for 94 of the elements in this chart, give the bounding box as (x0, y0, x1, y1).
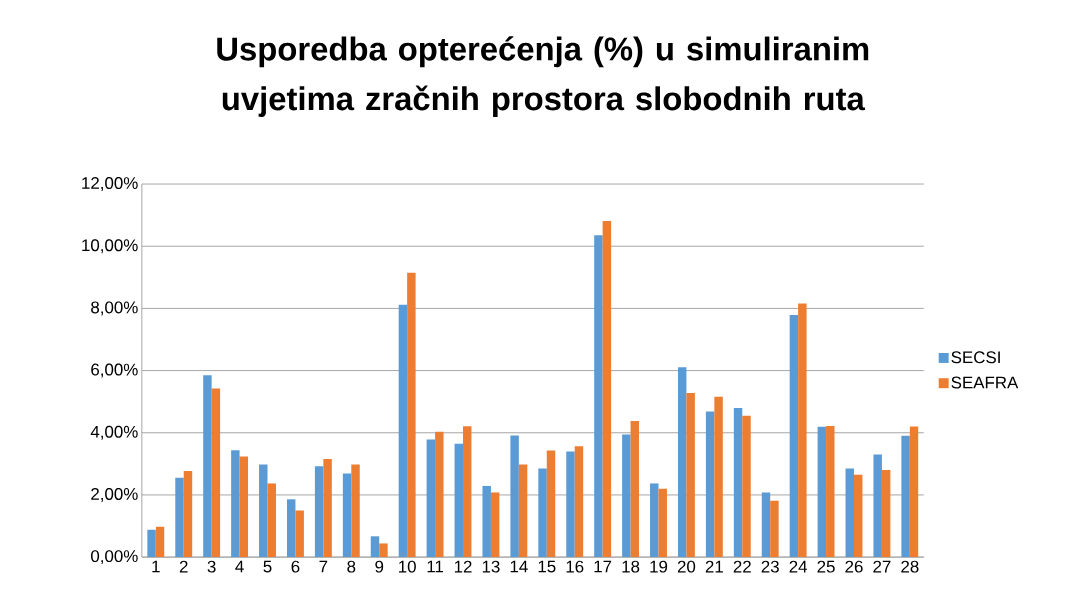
bar (546, 450, 556, 558)
x-tick-label: 2 (179, 560, 188, 573)
bar (574, 446, 584, 558)
x-tick-label: 25 (817, 560, 835, 573)
y-tick-label: 10,00% (82, 239, 138, 254)
bar (323, 458, 332, 558)
x-tick-label: 7 (319, 560, 328, 573)
bar (518, 464, 528, 558)
bar (686, 393, 695, 558)
bar (370, 536, 380, 558)
bar (789, 315, 799, 558)
bar (853, 474, 863, 558)
x-tick-label: 16 (566, 560, 584, 573)
x-tick-label: 6 (291, 560, 300, 573)
x-tick-label: 8 (347, 560, 356, 573)
bar (482, 486, 491, 558)
y-tick-label: 12,00% (82, 177, 138, 192)
x-tick-label: 15 (538, 560, 556, 573)
bar (379, 543, 388, 558)
bar (630, 421, 640, 558)
bar (295, 510, 304, 558)
x-tick-label: 4 (235, 560, 244, 573)
bar (650, 483, 659, 558)
bar (538, 468, 547, 558)
x-tick-label: 23 (761, 560, 779, 573)
bar (510, 435, 519, 558)
y-tick-label: 8,00% (91, 301, 138, 316)
bar (622, 434, 631, 558)
y-tick-label: 6,00% (91, 363, 138, 378)
x-tick-label: 27 (873, 560, 891, 573)
x-tick-label: 5 (263, 560, 272, 573)
bar (211, 388, 221, 558)
bar (881, 470, 891, 558)
x-tick-label: 14 (510, 560, 528, 573)
y-tick-label: 0,00% (91, 550, 138, 565)
bar (761, 492, 771, 558)
bar (817, 426, 827, 558)
bar (826, 426, 835, 558)
bar (314, 466, 324, 558)
bar (239, 456, 249, 558)
bar (398, 304, 408, 558)
x-tick-label: 21 (705, 560, 723, 573)
x-tick-label: 1 (152, 560, 160, 573)
bar (770, 500, 779, 558)
x-tick-label: 17 (594, 560, 612, 573)
bar (351, 464, 360, 558)
x-tick-label: 9 (375, 560, 384, 573)
y-tick-label: 4,00% (90, 425, 138, 440)
x-tick-label: 22 (733, 560, 751, 573)
bar (267, 483, 276, 558)
bar (342, 473, 352, 558)
bar (286, 499, 296, 558)
legend-label: SEAFRA (951, 376, 1019, 389)
x-tick-label: 11 (427, 560, 444, 573)
x-tick-label: 3 (207, 560, 216, 573)
x-tick-label: 19 (650, 560, 668, 573)
bar (463, 426, 472, 558)
bar (490, 492, 500, 558)
bar (845, 468, 854, 558)
bar (407, 272, 416, 558)
chart-title: Usporedba opterećenja (%) u simuliranim uvjetima zračnih prostora slobodnih ruta (217, 36, 869, 117)
bar (873, 454, 882, 558)
bar (705, 411, 715, 558)
x-tick-label: 12 (454, 560, 472, 573)
x-tick-label: 28 (901, 560, 919, 573)
bar (435, 431, 444, 558)
bar (175, 477, 184, 558)
bar (733, 407, 743, 558)
bar (658, 488, 667, 558)
x-tick-label: 13 (482, 560, 500, 573)
bar (602, 221, 612, 558)
bar (203, 375, 212, 558)
bar (155, 526, 165, 558)
bar (183, 471, 193, 558)
bar (454, 443, 463, 558)
bar (714, 396, 723, 558)
x-tick-label: 26 (845, 560, 863, 573)
bar (231, 450, 240, 558)
bar (566, 451, 575, 558)
bar (901, 435, 910, 558)
x-tick-label: 18 (622, 560, 640, 573)
x-tick-label: 20 (677, 560, 696, 573)
bar (259, 464, 268, 558)
bar (147, 529, 156, 558)
y-tick-label: 2,00% (91, 488, 138, 503)
bar (798, 303, 807, 558)
bar (742, 415, 751, 558)
x-tick-label: 10 (399, 560, 416, 573)
x-tick-label: 24 (789, 560, 808, 573)
bar (594, 235, 603, 558)
bar (909, 426, 919, 558)
bar (677, 367, 687, 558)
legend-label: SECSI (951, 351, 1000, 364)
bar (426, 439, 436, 558)
